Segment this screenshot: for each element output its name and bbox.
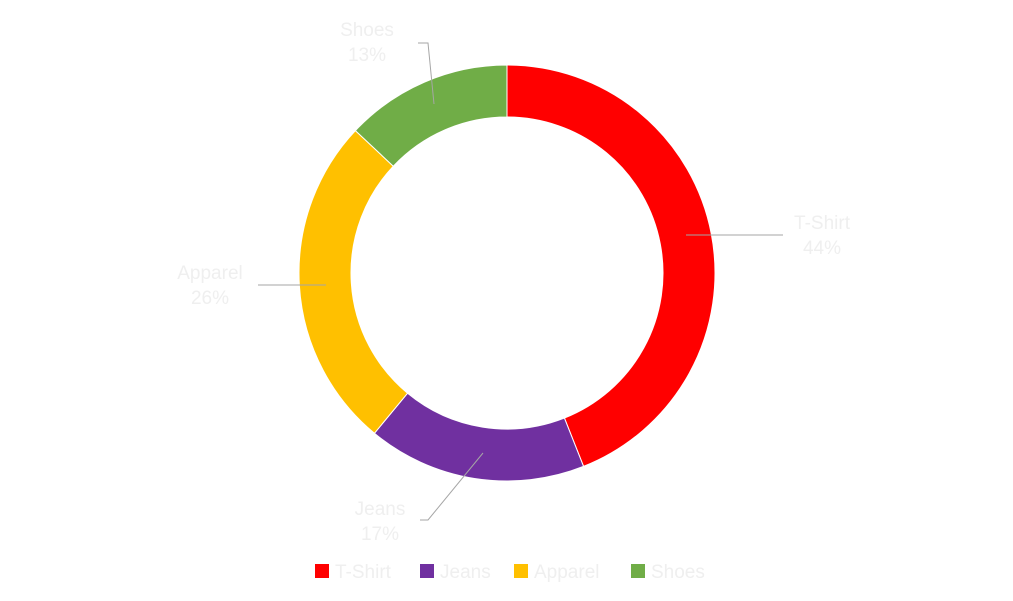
data-label-percent: 17%	[361, 524, 399, 545]
data-label-category: Shoes	[340, 20, 394, 41]
legend-label-apparel[interactable]: Apparel	[534, 562, 600, 583]
slice-shoes[interactable]	[354, 64, 508, 167]
data-label-category: Jeans	[355, 499, 406, 520]
slice-jeans[interactable]	[373, 392, 585, 482]
legend-swatch-t-shirt	[315, 564, 329, 578]
legend-swatch-jeans	[420, 564, 434, 578]
slice-t-shirt[interactable]	[506, 64, 716, 468]
leader-line-jeans	[420, 452, 484, 521]
data-label-category: Apparel	[177, 263, 243, 284]
data-label-percent: 44%	[803, 238, 841, 259]
leader-line-shoes	[418, 42, 435, 105]
legend-label-jeans[interactable]: Jeans	[440, 562, 491, 583]
data-label-percent: 13%	[348, 45, 386, 66]
data-label-percent: 26%	[191, 288, 229, 309]
legend-swatch-apparel	[514, 564, 528, 578]
legend-label-t-shirt[interactable]: T-Shirt	[335, 562, 392, 583]
data-label-category: T-Shirt	[794, 213, 851, 234]
legend-label-shoes[interactable]: Shoes	[651, 562, 705, 583]
slice-apparel[interactable]	[298, 129, 409, 434]
legend-swatch-shoes	[631, 564, 645, 578]
